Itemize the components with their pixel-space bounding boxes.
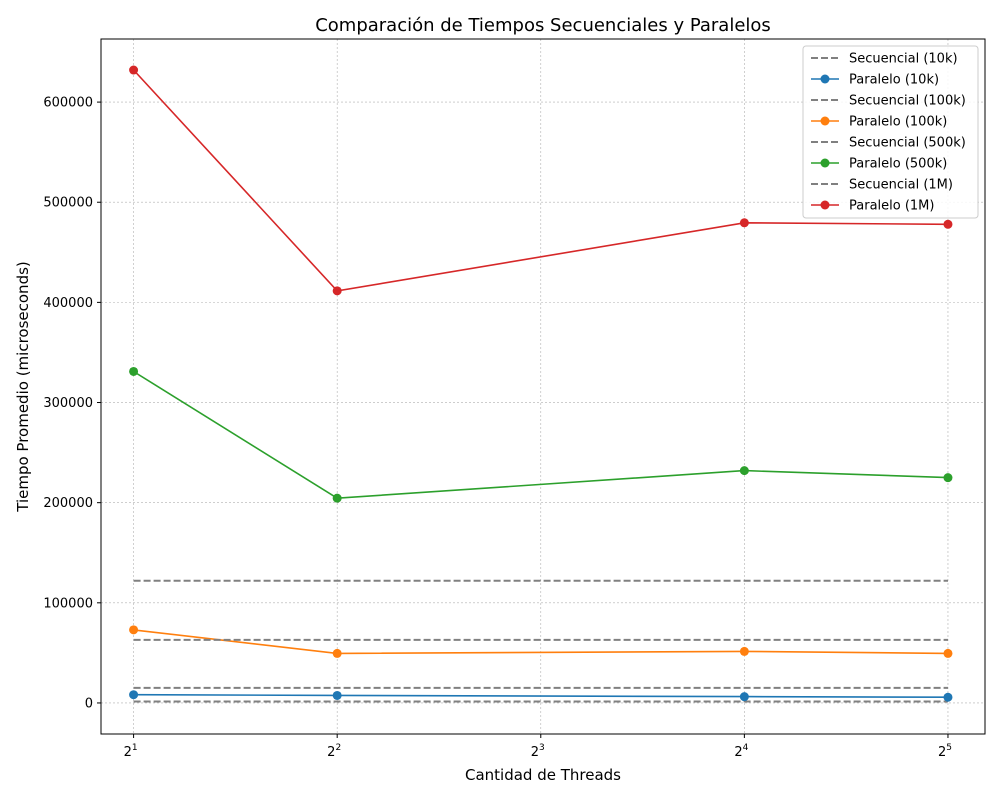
series-line bbox=[133, 629, 949, 655]
data-point bbox=[739, 646, 749, 656]
legend-marker bbox=[820, 74, 830, 84]
y-tick-label: 200000 bbox=[43, 496, 93, 511]
data-point bbox=[129, 690, 139, 700]
legend-item: Paralelo (100k) bbox=[811, 115, 947, 130]
y-tick-label: 500000 bbox=[43, 196, 93, 211]
data-point bbox=[739, 692, 749, 702]
series-paralelo-100k bbox=[129, 625, 953, 658]
x-tick-label: 22 bbox=[327, 743, 341, 760]
legend-label: Paralelo (100k) bbox=[849, 115, 947, 130]
x-tick-label: 24 bbox=[734, 743, 748, 760]
legend-label: Secuencial (10k) bbox=[849, 52, 958, 67]
y-tick-label: 600000 bbox=[43, 96, 93, 111]
legend-label: Paralelo (10k) bbox=[849, 73, 939, 88]
series-paralelo-10k bbox=[129, 690, 953, 702]
legend-box bbox=[802, 45, 979, 219]
y-tick-label: 400000 bbox=[43, 296, 93, 311]
x-tick-label: 21 bbox=[124, 743, 138, 760]
series-paralelo-1m bbox=[129, 65, 953, 296]
data-point bbox=[332, 493, 342, 503]
legend-label: Paralelo (500k) bbox=[849, 157, 947, 172]
legend-label: Secuencial (100k) bbox=[849, 94, 966, 109]
series-line bbox=[133, 693, 949, 699]
data-point bbox=[129, 366, 139, 376]
plot-area-frame bbox=[100, 38, 986, 735]
legend: Secuencial (10k) Paralelo (10k) Secuencial… bbox=[802, 45, 979, 219]
chart-title: Comparación de Tiempos Secuenciales y Pa… bbox=[315, 15, 771, 36]
x-axis-label: Cantidad de Threads bbox=[465, 766, 621, 784]
legend-item: Paralelo (10k) bbox=[811, 73, 939, 88]
data-point bbox=[332, 286, 342, 296]
axis-ticks: 21 22 23 24 25 0 100000 200000 300000 400000 50000… bbox=[43, 96, 952, 760]
legend-item: Secuencial (500k) bbox=[811, 136, 966, 151]
series-layer bbox=[129, 65, 953, 703]
data-point bbox=[129, 65, 139, 75]
data-point bbox=[332, 690, 342, 700]
legend-marker bbox=[820, 158, 830, 168]
data-point bbox=[943, 648, 953, 658]
legend-item: Paralelo (1M) bbox=[811, 199, 934, 214]
data-point bbox=[739, 218, 749, 228]
data-point bbox=[739, 466, 749, 476]
data-point bbox=[943, 219, 953, 229]
legend-item: Secuencial (100k) bbox=[811, 94, 966, 109]
series-line bbox=[133, 370, 949, 500]
data-point bbox=[943, 473, 953, 483]
y-tick-label: 100000 bbox=[43, 596, 93, 611]
legend-label: Secuencial (500k) bbox=[849, 136, 966, 151]
legend-marker bbox=[820, 116, 830, 126]
legend-label: Paralelo (1M) bbox=[849, 199, 934, 214]
legend-marker bbox=[820, 200, 830, 210]
legend-item: Paralelo (500k) bbox=[811, 157, 947, 172]
y-tick-label: 300000 bbox=[43, 396, 93, 411]
legend-item: Secuencial (10k) bbox=[811, 52, 958, 67]
y-tick-label: 0 bbox=[85, 696, 93, 711]
series-line bbox=[133, 69, 949, 292]
legend-item: Secuencial (1M) bbox=[811, 178, 953, 193]
legend-label: Secuencial (1M) bbox=[849, 178, 953, 193]
x-tick-label: 25 bbox=[938, 743, 952, 760]
grid bbox=[101, 39, 985, 734]
x-tick-label: 23 bbox=[531, 743, 545, 760]
series-paralelo-500k bbox=[129, 366, 953, 503]
data-point bbox=[129, 625, 139, 635]
data-point bbox=[332, 648, 342, 658]
data-point bbox=[943, 692, 953, 702]
y-axis-label: Tiempo Promedio (microseconds) bbox=[14, 261, 32, 513]
